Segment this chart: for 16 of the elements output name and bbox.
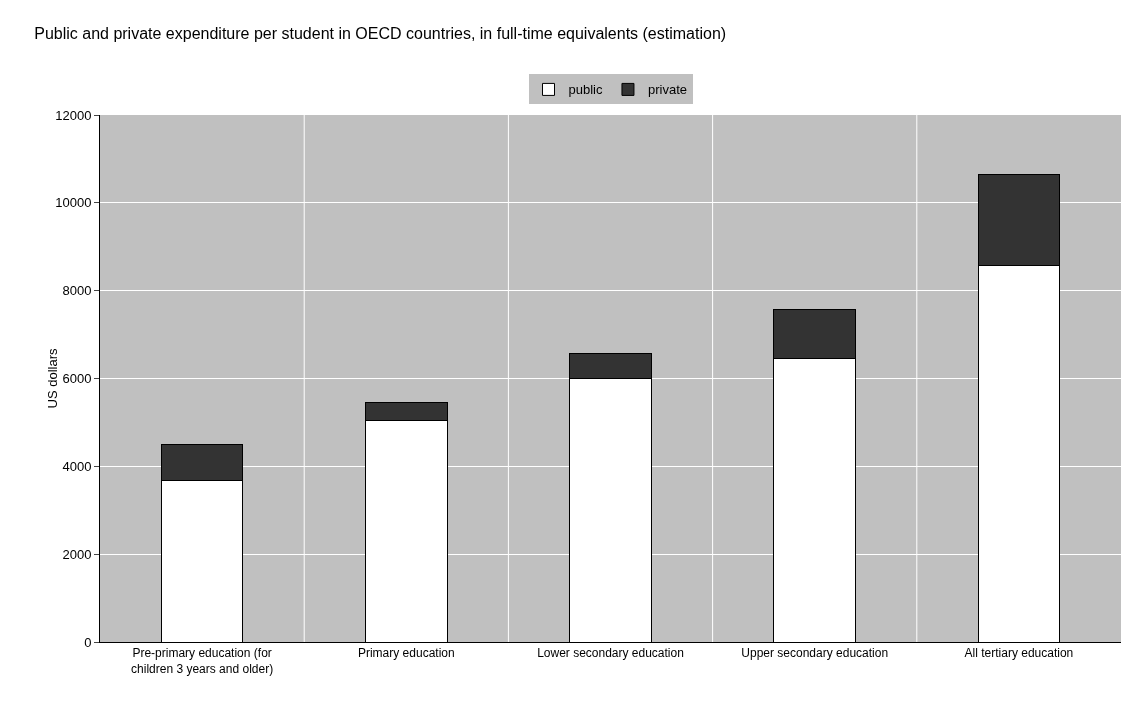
x-tick-label: All tertiary education xyxy=(964,646,1074,661)
y-tick-label: 2000 xyxy=(62,546,92,562)
chart-title: Public and private expenditure per student in OECD countries, in full-time equivalents (estimation) xyxy=(34,25,727,43)
x-tick-label: Pre-primary education (for children 3 years and older) xyxy=(131,646,274,676)
x-tick-label: Lower secondary education xyxy=(537,646,684,661)
y-tick-label: 6000 xyxy=(62,371,92,387)
y-tick-label: 4000 xyxy=(62,458,92,474)
y-tick-label: 12000 xyxy=(55,107,92,123)
x-tick-label: Upper secondary education xyxy=(741,646,889,661)
legend-label: public xyxy=(568,82,603,98)
y-tick-label: 10000 xyxy=(55,195,92,211)
y-tick-label: 0 xyxy=(84,634,92,650)
y-axis-title: US dollars xyxy=(45,348,61,409)
y-tick-label: 8000 xyxy=(62,283,92,299)
legend-label: private xyxy=(647,82,687,98)
x-tick-label: Primary education xyxy=(357,646,455,661)
